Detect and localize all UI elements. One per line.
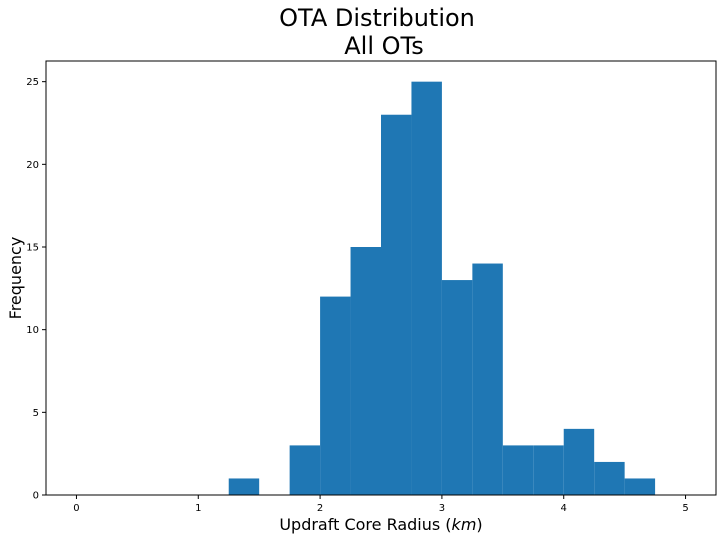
x-axis-label: Updraft Core Radius (km) bbox=[279, 515, 482, 534]
histogram-bar-8 bbox=[502, 445, 534, 495]
y-tick-label-2: 10 bbox=[26, 325, 39, 336]
x-tick-label-5: 5 bbox=[682, 503, 688, 514]
y-tick-label-0: 0 bbox=[33, 491, 39, 502]
y-tick-label-1: 5 bbox=[33, 408, 39, 419]
y-tick-label-3: 15 bbox=[26, 243, 39, 254]
histogram-bar-4 bbox=[381, 114, 412, 495]
histogram-bar-0 bbox=[228, 478, 260, 495]
chart-title-line-1: OTA Distribution bbox=[279, 4, 475, 32]
plot-frame bbox=[45, 60, 717, 496]
histogram-bar-9 bbox=[533, 445, 564, 495]
x-axis-label-text: Updraft Core Radius ( bbox=[279, 515, 451, 534]
histogram-bar-2 bbox=[320, 296, 351, 495]
x-axis-label-end: ) bbox=[476, 515, 482, 534]
histogram-bar-1 bbox=[289, 445, 321, 495]
y-tick-label-5: 25 bbox=[26, 77, 39, 88]
y-tick-label-4: 20 bbox=[26, 160, 39, 171]
bars-group bbox=[228, 81, 656, 496]
x-tick-label-0: 0 bbox=[73, 503, 79, 514]
x-tick-label-2: 2 bbox=[317, 503, 323, 514]
x-tick-label-3: 3 bbox=[439, 503, 445, 514]
x-axis-ticks: 0 1 2 3 4 5 bbox=[73, 495, 689, 514]
histogram-bar-3 bbox=[350, 247, 381, 495]
x-tick-label-4: 4 bbox=[561, 503, 567, 514]
histogram-bar-7 bbox=[472, 263, 503, 495]
x-axis-label-unit: km bbox=[452, 515, 477, 534]
chart-title-line-2: All OTs bbox=[344, 32, 423, 60]
x-tick-label-1: 1 bbox=[195, 503, 201, 514]
histogram-bar-5 bbox=[411, 81, 442, 496]
histogram-bar-11 bbox=[594, 461, 625, 495]
y-axis-label: Frequency bbox=[6, 237, 25, 320]
histogram-bar-10 bbox=[563, 428, 595, 495]
y-axis-ticks: 0 5 10 15 20 25 bbox=[26, 77, 46, 502]
histogram-bar-12 bbox=[624, 478, 656, 495]
histogram-bar-6 bbox=[441, 280, 473, 495]
